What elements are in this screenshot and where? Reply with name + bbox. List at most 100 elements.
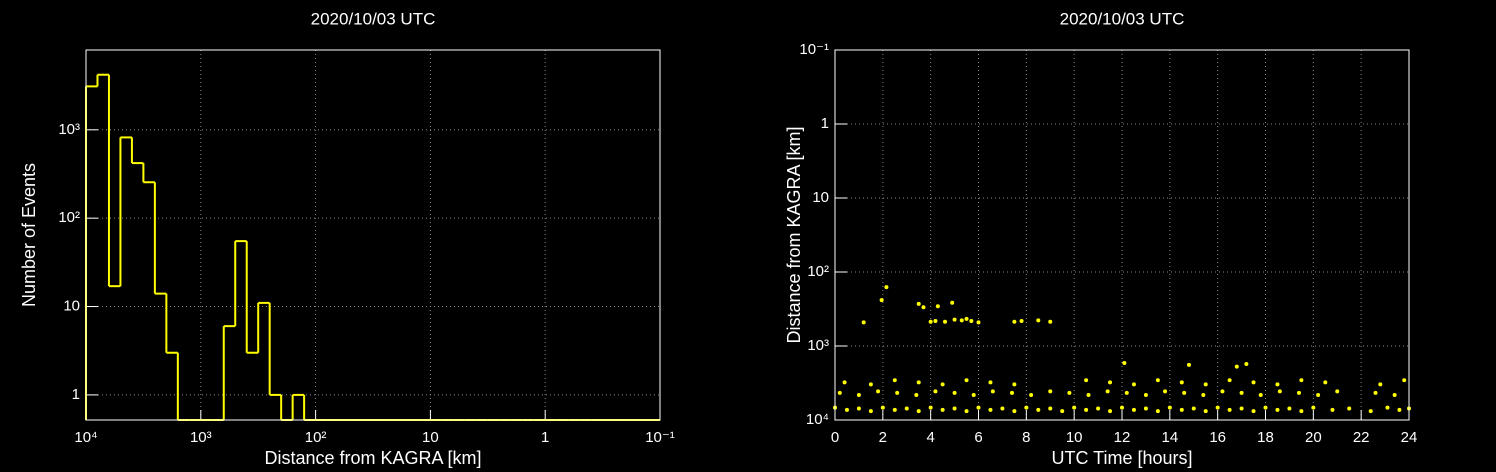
point [1251, 409, 1256, 414]
y-tick-label: 10² [807, 263, 829, 280]
x-tick-label: 10² [305, 429, 327, 446]
point [1108, 380, 1113, 385]
y-tick-label: 1 [821, 115, 829, 132]
point [1335, 389, 1340, 394]
point [1215, 405, 1220, 410]
x-axis-label: Distance from KAGRA [km] [264, 448, 481, 468]
point [1385, 405, 1390, 410]
point [933, 389, 938, 394]
point [1072, 405, 1077, 410]
point [1009, 390, 1014, 395]
point [1048, 319, 1053, 324]
point [892, 378, 897, 383]
point [1378, 382, 1383, 387]
point [964, 316, 969, 321]
point [868, 409, 873, 414]
point [1258, 393, 1263, 398]
point [1234, 364, 1239, 369]
point [1347, 406, 1352, 411]
y-tick-label: 10³ [58, 121, 80, 138]
x-tick-label: 10⁴ [74, 429, 97, 446]
point [1048, 406, 1053, 411]
point [1029, 393, 1034, 398]
point [1012, 382, 1017, 387]
point [916, 380, 921, 385]
point [914, 393, 919, 398]
point [1191, 406, 1196, 411]
point [1239, 390, 1244, 395]
point [940, 382, 945, 387]
x-tick-label: 10 [422, 429, 439, 446]
y-tick-label: 10⁻¹ [799, 41, 829, 58]
plot-frame [834, 49, 1410, 421]
x-tick-label: 6 [974, 429, 982, 446]
x-tick-label: 24 [1401, 429, 1418, 446]
point [1201, 393, 1206, 398]
x-tick-label: 10⁻¹ [645, 429, 675, 446]
point [933, 319, 938, 324]
point [904, 406, 909, 411]
chart-title: 2020/10/03 UTC [1060, 9, 1185, 28]
point [1036, 318, 1041, 323]
point [1036, 407, 1041, 412]
point [1067, 390, 1072, 395]
point [976, 405, 981, 410]
point [1084, 378, 1089, 383]
point [988, 407, 993, 412]
x-tick-label: 8 [1022, 429, 1030, 446]
point [1244, 361, 1249, 366]
point [964, 409, 969, 414]
point [1239, 406, 1244, 411]
x-tick-label: 10³ [190, 429, 212, 446]
x-tick-label: 18 [1257, 429, 1274, 446]
y-axis-label: Number of Events [19, 163, 39, 307]
point [1186, 362, 1191, 367]
point [976, 320, 981, 325]
point [1299, 378, 1304, 383]
x-tick-label: 16 [1209, 429, 1226, 446]
point [1143, 406, 1148, 411]
point [1163, 389, 1168, 394]
point [1131, 407, 1136, 412]
x-tick-label: 4 [926, 429, 934, 446]
point [959, 318, 964, 323]
point [884, 285, 889, 290]
point [1330, 407, 1335, 412]
point [861, 320, 866, 325]
chart-title: 2020/10/03 UTC [311, 9, 436, 28]
point [1086, 393, 1091, 398]
point [1397, 407, 1402, 412]
point [950, 300, 955, 305]
point [1263, 405, 1268, 410]
point [1311, 405, 1316, 410]
point [928, 405, 933, 410]
point [1108, 409, 1113, 414]
x-tick-label: 0 [831, 429, 839, 446]
y-tick-label: 10 [812, 189, 829, 206]
point [1179, 380, 1184, 385]
point [844, 407, 849, 412]
x-tick-label: 20 [1305, 429, 1322, 446]
x-tick-label: 12 [1114, 429, 1131, 446]
point [1368, 409, 1373, 414]
point [1277, 389, 1282, 394]
point [1012, 319, 1017, 324]
point [921, 305, 926, 310]
point [1084, 407, 1089, 412]
point [1392, 393, 1397, 398]
point [1203, 382, 1208, 387]
point [1155, 378, 1160, 383]
point [1124, 390, 1129, 395]
point [1120, 405, 1124, 410]
point [856, 406, 861, 411]
point [1251, 380, 1256, 385]
point [1024, 405, 1029, 410]
y-tick-label: 10⁴ [806, 411, 829, 428]
point [928, 319, 933, 324]
point [1299, 409, 1304, 414]
x-tick-label: 2 [879, 429, 887, 446]
point [1179, 407, 1184, 412]
point [1203, 409, 1208, 414]
point [1131, 382, 1136, 387]
point [1048, 389, 1053, 394]
